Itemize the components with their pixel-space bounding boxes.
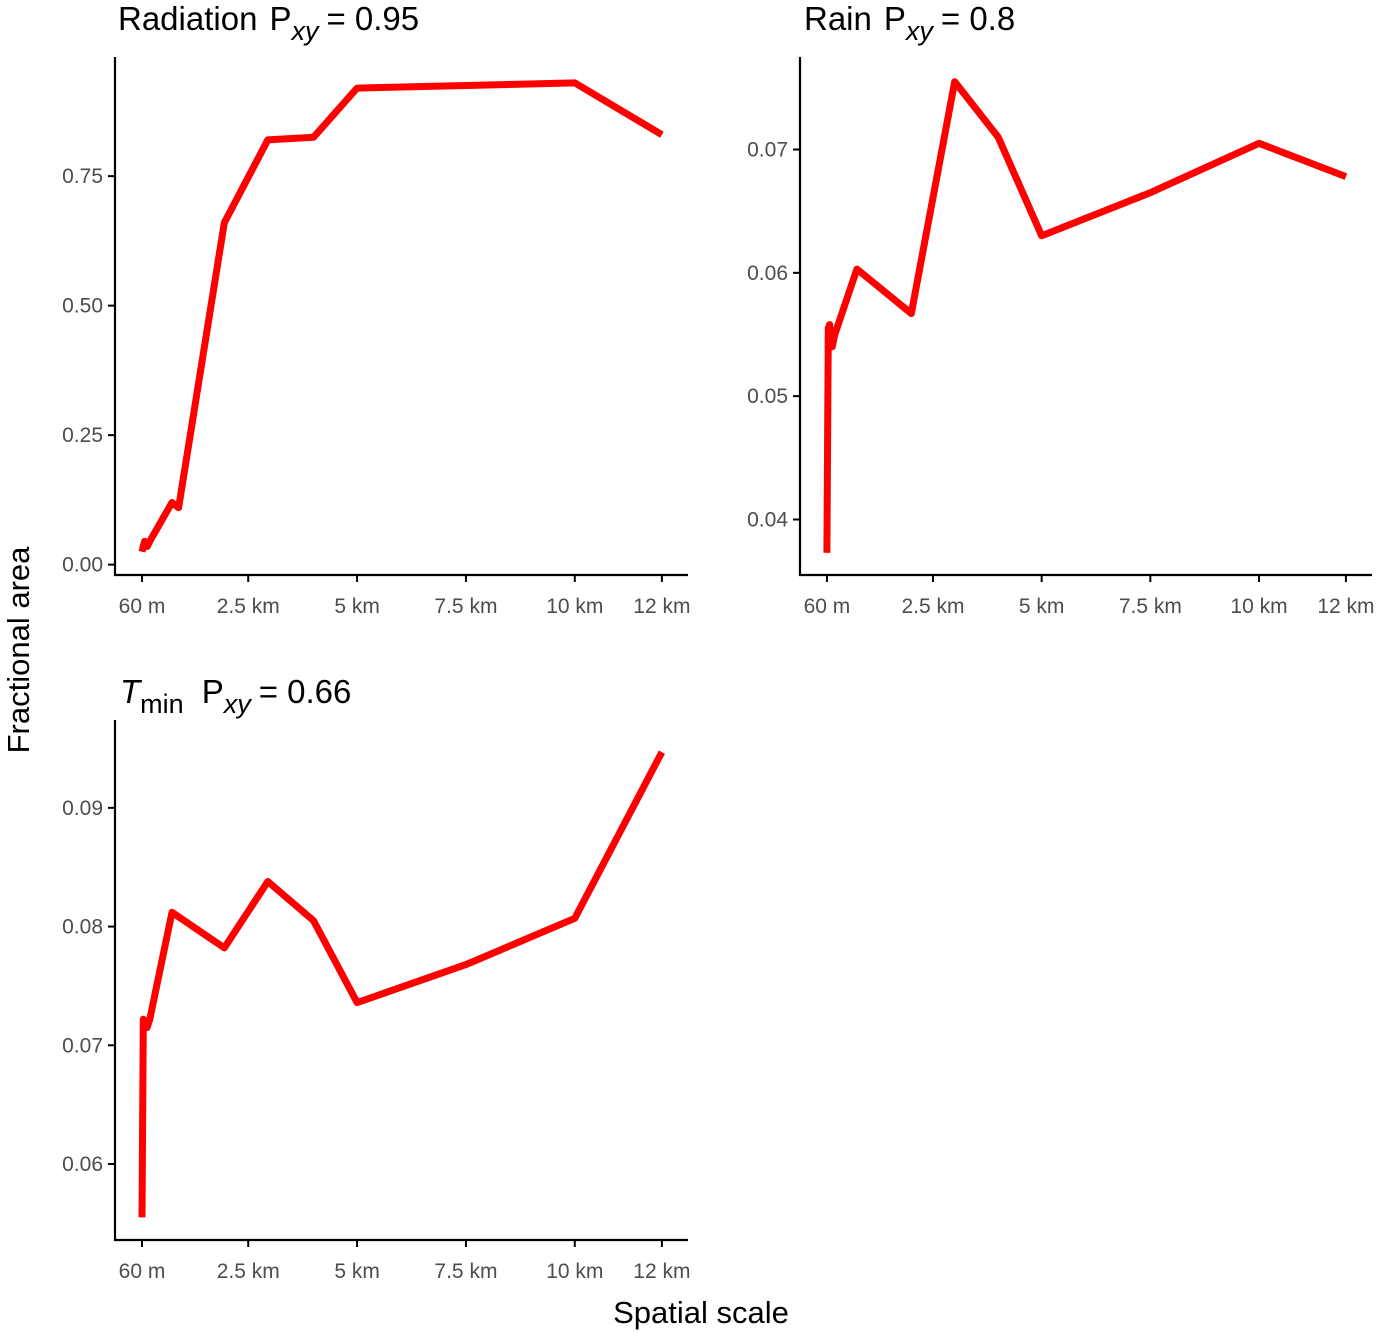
- panel-title-p: P: [269, 0, 291, 37]
- panel-title-p-sub: xy: [222, 689, 253, 719]
- y-tick-label: 0.07: [62, 1034, 103, 1057]
- x-tick-label: 60 m: [119, 1260, 166, 1283]
- x-tick-label: 60 m: [804, 595, 851, 618]
- panel-tmin: 0.06 0.07 0.08 0.09 60 m 2.5 km 5 km 7.5 km 10 k…: [62, 673, 690, 1283]
- x-tick-label: 10 km: [546, 595, 603, 618]
- panel-title-main: Rain: [804, 0, 872, 37]
- series-line-radiation: [138, 79, 664, 553]
- x-tick-label: 2.5 km: [217, 595, 280, 618]
- panel-title-main-sub: min: [140, 689, 184, 719]
- x-tick-label: 7.5 km: [1119, 595, 1182, 618]
- x-tick-label: 7.5 km: [434, 595, 497, 618]
- panel-title-p-sub: xy: [289, 16, 320, 46]
- y-tick-label: 0.04: [747, 509, 788, 532]
- y-tick-label: 0.07: [747, 139, 788, 162]
- panel-title-eq: = 0.66: [259, 673, 352, 710]
- panel-radiation: 0.00 0.25 0.50 0.75 60 m 2.5 km 5 km 7.5 km 10 k…: [62, 0, 690, 618]
- x-tick-label: 5 km: [1019, 595, 1065, 618]
- x-tick-label: 5 km: [334, 1260, 380, 1283]
- x-tick-label: 10 km: [1230, 595, 1287, 618]
- y-axis-title: Fractional area: [1, 546, 36, 754]
- panel-title: Rain Pxy = 0.8: [804, 0, 1015, 46]
- y-tick-label: 0.09: [62, 797, 103, 820]
- panel-title-eq: = 0.95: [326, 0, 419, 37]
- panel-title-eq: = 0.8: [941, 0, 1015, 37]
- panel-title-main: T: [120, 673, 143, 710]
- x-tick-label: 12 km: [633, 1260, 690, 1283]
- panel-title: Radiation Pxy = 0.95: [118, 0, 419, 46]
- panel-title: Tmin Pxy = 0.66: [120, 673, 351, 719]
- panel-title-main: Radiation: [118, 0, 257, 37]
- y-tick-label: 0.00: [62, 554, 103, 577]
- y-tick-label: 0.75: [62, 165, 103, 188]
- y-tick-label: 0.50: [62, 295, 103, 318]
- x-axis-title: Spatial scale: [613, 1295, 789, 1330]
- series-line-rain: [823, 78, 1348, 553]
- x-tick-label: 60 m: [119, 595, 166, 618]
- x-tick-label: 10 km: [546, 1260, 603, 1283]
- series-line-tmin: [138, 750, 666, 1218]
- x-tick-label: 12 km: [1317, 595, 1374, 618]
- panel-title-p: P: [202, 673, 224, 710]
- x-tick-label: 2.5 km: [217, 1260, 280, 1283]
- x-tick-label: 12 km: [633, 595, 690, 618]
- panel-title-p: P: [884, 0, 906, 37]
- panel-rain: 0.04 0.05 0.06 0.07 60 m 2.5 km 5 km 7.5 km 10 k…: [747, 0, 1374, 618]
- x-tick-label: 2.5 km: [901, 595, 964, 618]
- y-tick-label: 0.06: [747, 262, 788, 285]
- panel-title-p-sub: xy: [904, 16, 935, 46]
- y-tick-label: 0.06: [62, 1153, 103, 1176]
- y-tick-label: 0.25: [62, 424, 103, 447]
- y-tick-label: 0.05: [747, 385, 788, 408]
- y-tick-label: 0.08: [62, 916, 103, 939]
- x-tick-label: 7.5 km: [434, 1260, 497, 1283]
- x-tick-label: 5 km: [334, 595, 380, 618]
